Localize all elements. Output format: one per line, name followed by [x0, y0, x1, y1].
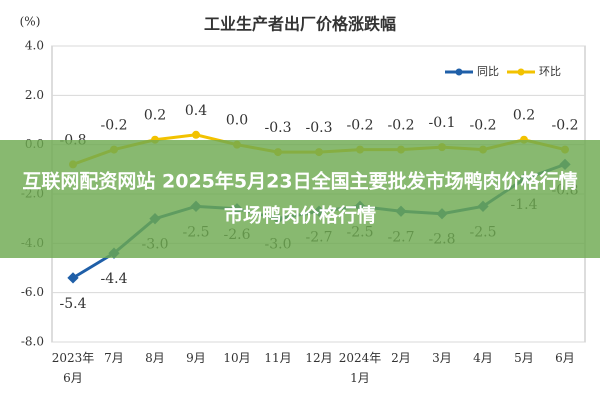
- legend-label: 环比: [539, 65, 561, 78]
- x-tick-label: 12月: [305, 351, 332, 365]
- x-tick-label-line: 8月: [145, 351, 165, 365]
- x-tick-label-line: 12月: [305, 351, 332, 365]
- x-tick-label-line: 7月: [104, 351, 124, 365]
- data-label: 0.0: [226, 113, 248, 129]
- x-tick-label: 6月: [555, 351, 575, 365]
- x-tick-label-line: 2月: [391, 351, 411, 365]
- x-tick-label: 2月: [391, 351, 411, 365]
- x-tick-label-line: 1月: [350, 371, 370, 385]
- banner-line: 互联网配资网站 2025年5月23日全国主要批发市场鸭肉价格行情: [22, 170, 577, 193]
- data-label: 0.2: [513, 108, 535, 124]
- y-axis-label: (%): [20, 15, 41, 29]
- x-tick-label: 2023年 6月: [52, 351, 95, 385]
- data-label: -0.2: [347, 118, 374, 134]
- x-tick-label: 3月: [432, 351, 452, 365]
- banner: [0, 140, 600, 258]
- data-label: -0.2: [552, 118, 579, 134]
- data-label: -5.4: [60, 296, 87, 312]
- legend-label: 同比: [477, 65, 499, 78]
- data-point: [192, 130, 200, 139]
- data-label: -0.3: [265, 120, 292, 136]
- x-tick-label-line: 4月: [473, 351, 493, 365]
- x-tick-label-line: 6月: [555, 351, 575, 365]
- y-tick-label: -8.0: [21, 335, 44, 349]
- data-label: -0.2: [470, 118, 497, 134]
- x-tick-label-line: 3月: [432, 351, 452, 365]
- x-tick-label: 10月: [223, 351, 250, 365]
- y-tick-label: -6.0: [21, 285, 44, 299]
- x-tick-label-line: 2024年: [339, 351, 382, 365]
- x-tick-label-line: 11月: [264, 351, 291, 365]
- data-label: -0.2: [388, 118, 415, 134]
- x-tick-label-line: 9月: [186, 351, 206, 365]
- data-label: -4.4: [101, 271, 128, 287]
- x-tick-label: 5月: [514, 351, 534, 365]
- x-tick-label-line: 10月: [223, 351, 250, 365]
- chart-title: 工业生产者出厂价格涨跌幅: [204, 15, 396, 34]
- data-label: -0.1: [429, 115, 456, 131]
- data-label: 0.4: [185, 103, 207, 119]
- data-label: 0.2: [144, 108, 166, 124]
- y-tick-label: 4.0: [25, 39, 44, 53]
- x-tick-label: 8月: [145, 351, 165, 365]
- data-label: -0.2: [101, 118, 128, 134]
- x-tick-label-line: 5月: [514, 351, 534, 365]
- x-tick-label-line: 2023年: [52, 351, 95, 365]
- y-tick-label: 2.0: [25, 88, 44, 102]
- x-tick-label: 4月: [473, 351, 493, 365]
- x-tick-label: 7月: [104, 351, 124, 365]
- x-tick-label: 2024年 1月: [339, 351, 382, 385]
- legend-marker: [517, 68, 525, 76]
- banner-line: 市场鸭肉价格行情: [224, 204, 376, 227]
- data-label: -0.3: [306, 120, 333, 136]
- legend-marker: [455, 68, 463, 76]
- x-tick-label: 9月: [186, 351, 206, 365]
- x-tick-label: 11月: [264, 351, 291, 365]
- x-tick-label-line: 6月: [63, 371, 83, 385]
